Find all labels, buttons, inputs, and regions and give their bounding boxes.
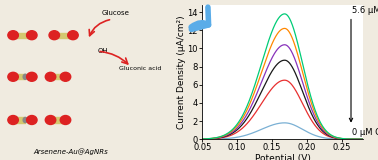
Text: Glucose: Glucose: [102, 10, 130, 16]
Ellipse shape: [60, 117, 65, 123]
Circle shape: [26, 31, 37, 40]
Ellipse shape: [10, 117, 14, 123]
Circle shape: [60, 72, 71, 81]
Circle shape: [26, 72, 37, 81]
Circle shape: [8, 116, 19, 124]
Bar: [50, 74, 63, 79]
Circle shape: [60, 116, 71, 124]
Ellipse shape: [23, 117, 27, 123]
Circle shape: [8, 72, 19, 81]
Circle shape: [49, 31, 59, 40]
Bar: [12, 117, 25, 123]
Text: OH: OH: [98, 48, 108, 54]
Bar: [57, 33, 70, 38]
Circle shape: [26, 116, 37, 124]
Circle shape: [8, 31, 19, 40]
Bar: [12, 74, 25, 79]
Ellipse shape: [23, 74, 27, 79]
Ellipse shape: [27, 33, 31, 38]
Text: Gluconic acid: Gluconic acid: [119, 66, 161, 71]
Text: 0 μM Glucose: 0 μM Glucose: [352, 128, 378, 137]
X-axis label: Potential (V): Potential (V): [255, 154, 310, 160]
Ellipse shape: [10, 74, 14, 79]
Circle shape: [45, 72, 56, 81]
Bar: [50, 117, 63, 123]
Text: Arsenene-Au@AgNRs: Arsenene-Au@AgNRs: [34, 148, 108, 155]
Y-axis label: Current Density (μA/cm²): Current Density (μA/cm²): [177, 15, 186, 129]
Text: 5.6 μM: 5.6 μM: [352, 6, 378, 15]
Circle shape: [68, 31, 78, 40]
Ellipse shape: [55, 33, 59, 38]
Ellipse shape: [14, 33, 18, 38]
Circle shape: [45, 116, 56, 124]
Ellipse shape: [68, 33, 72, 38]
Ellipse shape: [48, 74, 52, 79]
Ellipse shape: [60, 74, 65, 79]
Bar: [16, 33, 29, 38]
Ellipse shape: [48, 117, 52, 123]
